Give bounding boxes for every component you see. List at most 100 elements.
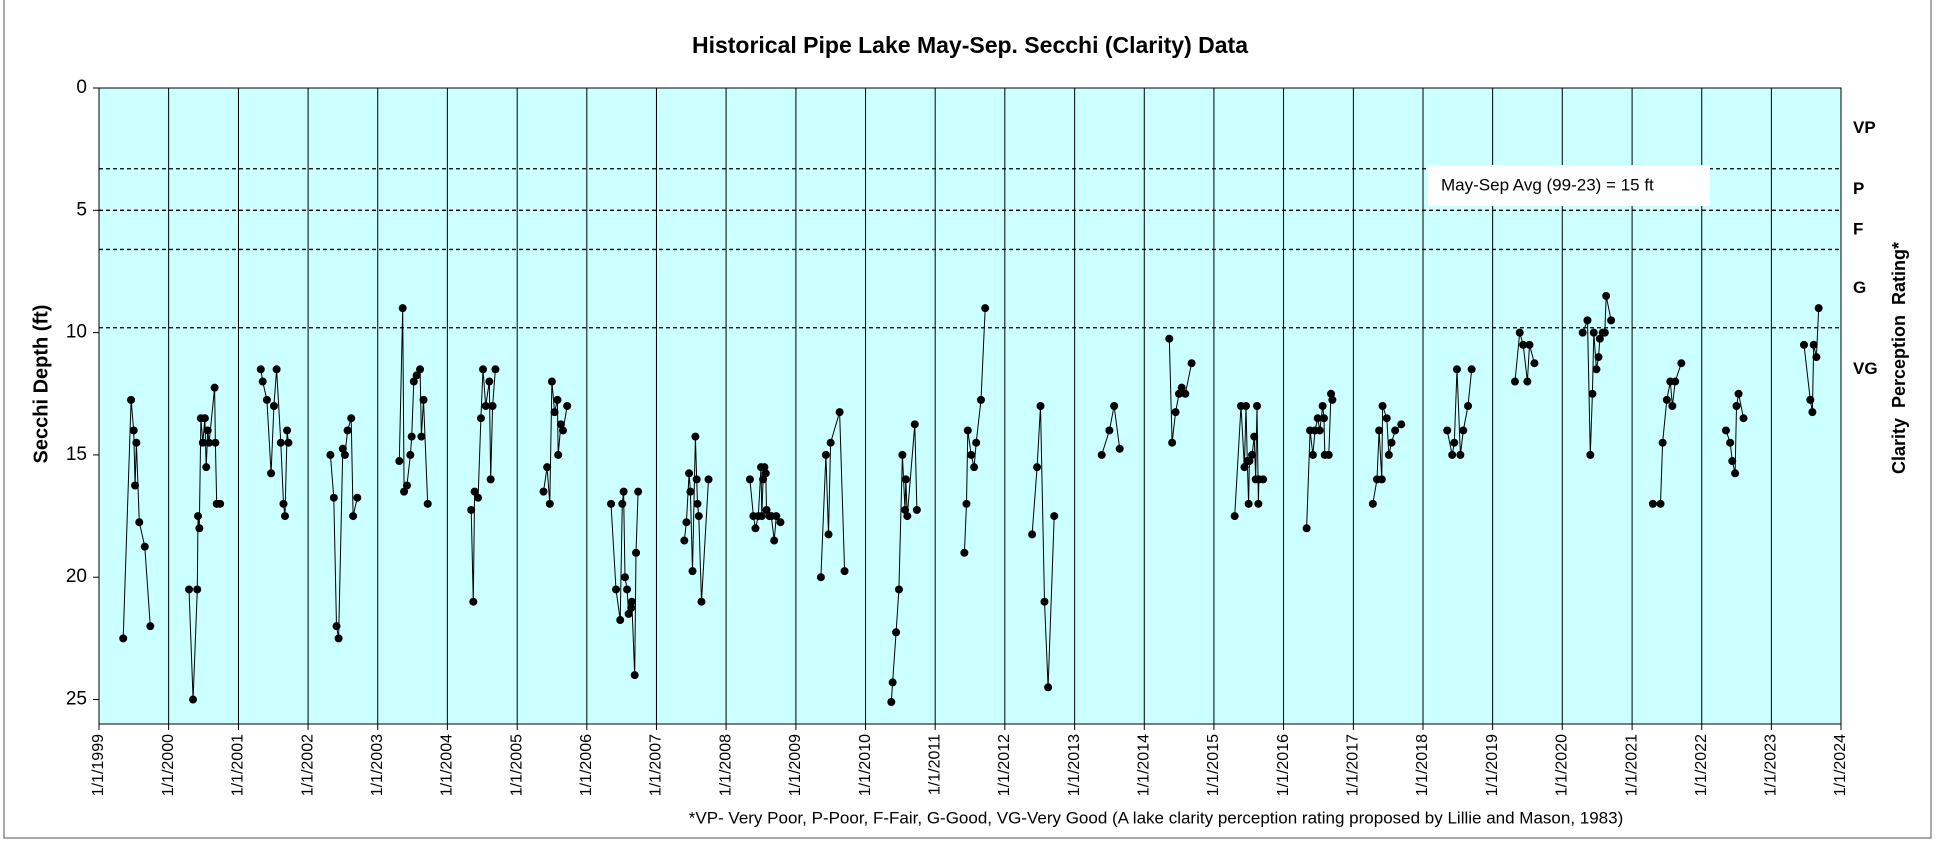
data-point (281, 512, 290, 521)
data-point (1387, 438, 1396, 447)
data-point (1250, 432, 1259, 441)
data-point (1378, 402, 1387, 410)
data-point (1602, 291, 1611, 300)
data-point (1036, 402, 1045, 410)
data-point (398, 304, 407, 313)
y-tick-label: 5 (76, 199, 87, 220)
data-point (491, 365, 500, 374)
data-point (816, 573, 825, 582)
data-point (1328, 395, 1337, 404)
data-point (402, 481, 411, 490)
data-point (276, 438, 285, 447)
y-axis-title: Secchi Depth (ft) (30, 305, 52, 464)
footnote: *VP- Very Poor, P-Poor, F-Fair, G-Good, … (689, 808, 1624, 827)
data-point (269, 402, 278, 410)
data-point (840, 567, 849, 576)
data-point (1456, 450, 1465, 459)
x-tick-label: 1/1/2019 (1484, 734, 1501, 796)
data-point (202, 463, 211, 472)
data-point (760, 463, 769, 472)
data-point (627, 597, 636, 606)
data-point (697, 597, 706, 606)
data-point (1600, 328, 1609, 337)
data-point (419, 395, 428, 404)
data-point (691, 432, 700, 441)
data-point (200, 414, 209, 423)
data-point (1510, 377, 1519, 386)
data-point (680, 536, 689, 545)
data-point (1588, 389, 1597, 398)
data-point (1105, 426, 1114, 435)
data-point (1384, 450, 1393, 459)
data-point (1382, 414, 1391, 423)
data-point (963, 426, 972, 435)
rating-label: F (1853, 219, 1863, 238)
data-point (1375, 426, 1384, 435)
data-point (211, 438, 220, 447)
rating-label: VG (1853, 359, 1878, 378)
data-point (892, 628, 901, 637)
data-point (203, 426, 212, 435)
data-point (1656, 499, 1665, 508)
data-point (901, 475, 910, 484)
data-point (894, 585, 903, 594)
data-point (619, 487, 628, 496)
data-point (340, 450, 349, 459)
x-tick-label: 1/1/2006 (578, 734, 595, 796)
data-point (1443, 426, 1452, 435)
data-point (556, 420, 565, 429)
data-point (1391, 426, 1400, 435)
data-point (1595, 334, 1604, 343)
data-point (470, 487, 479, 496)
data-point (835, 408, 844, 417)
data-point (119, 634, 128, 643)
data-point (693, 499, 702, 508)
data-point (1240, 463, 1249, 472)
data-point (467, 505, 476, 514)
x-tick-label: 1/1/2022 (1693, 734, 1710, 796)
data-point (416, 365, 425, 374)
data-point (960, 548, 969, 557)
data-point (1525, 340, 1534, 349)
data-point (1319, 414, 1328, 423)
x-tick-label: 1/1/2011 (926, 734, 943, 795)
data-point (762, 505, 771, 514)
data-point (479, 365, 488, 374)
data-point (353, 493, 362, 502)
x-tick-label: 1/1/2015 (1205, 734, 1222, 796)
data-point (198, 438, 207, 447)
data-point (1806, 395, 1815, 404)
data-point (898, 450, 907, 459)
data-point (332, 622, 341, 631)
data-point (694, 512, 703, 521)
data-point (334, 634, 343, 643)
data-point (258, 377, 267, 386)
data-point (682, 518, 691, 527)
data-point (910, 420, 919, 429)
data-point (962, 499, 971, 508)
data-point (770, 536, 779, 545)
data-point (627, 603, 636, 612)
data-point (1459, 426, 1468, 435)
data-point (1731, 469, 1740, 478)
data-point (751, 524, 760, 533)
data-point (612, 585, 621, 594)
x-tick-label: 1/1/2010 (857, 734, 874, 796)
data-point (1171, 408, 1180, 417)
data-point (630, 671, 639, 680)
data-point (1097, 450, 1106, 459)
data-point (1808, 408, 1817, 417)
data-point (407, 432, 416, 441)
data-point (1040, 597, 1049, 606)
data-point (547, 377, 556, 386)
y-tick-label: 20 (66, 566, 87, 587)
x-tick-label: 1/1/2000 (160, 734, 177, 796)
data-point (1245, 457, 1254, 466)
data-point (485, 377, 494, 386)
x-tick-label: 1/1/2014 (1135, 734, 1152, 796)
data-point (903, 512, 912, 521)
x-tick-label: 1/1/2001 (230, 734, 247, 796)
data-point (550, 408, 559, 417)
data-point (406, 450, 415, 459)
data-point (1327, 389, 1336, 398)
